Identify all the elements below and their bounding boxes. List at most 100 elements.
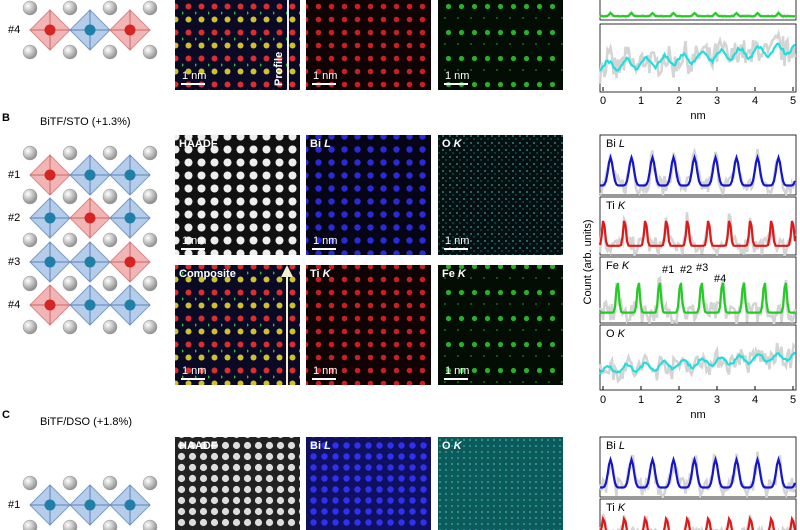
a-site-atom [62, 519, 78, 530]
panel-title-element: O [606, 328, 615, 340]
a-site-atom [102, 0, 118, 16]
peak-annotation: #2 [680, 264, 692, 276]
map-title: HAADF [179, 440, 218, 452]
plot-frame [599, 498, 797, 530]
a-site-atom [102, 188, 118, 204]
sample-label: BiTF/STO (+1.3%) [40, 116, 131, 128]
eds-map [438, 265, 563, 385]
eds-map [306, 437, 431, 530]
panel-title-line: K [622, 260, 630, 272]
map-title: O K [442, 440, 463, 452]
a-site-atom [62, 275, 78, 291]
b-site-atom [44, 169, 56, 181]
a-site-atom [142, 232, 158, 248]
a-site-atom [62, 232, 78, 248]
eds-map [175, 135, 300, 255]
a-site-atom [22, 145, 38, 161]
scale-label: 1 nm [445, 70, 469, 82]
map-title: O K [442, 138, 463, 150]
a-site-atom [22, 232, 38, 248]
b-site-atom [84, 256, 96, 268]
sample-label: BiTF/DSO (+1.8%) [40, 416, 132, 428]
a-site-atom [142, 188, 158, 204]
eds-map [175, 265, 300, 385]
map-title-element: O [442, 440, 451, 452]
map-title: Bi L [310, 138, 331, 150]
x-tick-label: 3 [714, 394, 720, 406]
scale-label: 1 nm [182, 70, 206, 82]
map-title-line: L [324, 440, 331, 452]
b-site-atom [84, 212, 96, 224]
scale-label: 1 nm [182, 365, 206, 377]
profile-curve [600, 455, 797, 489]
x-tick-label: 2 [676, 95, 682, 107]
panel-title-element: Fe [606, 260, 619, 272]
row-label: #4 [8, 24, 20, 36]
panel-title: Ti K [606, 200, 626, 212]
peak-annotation: #1 [662, 264, 674, 276]
a-site-atom [62, 319, 78, 335]
panel-title: O K [606, 328, 626, 340]
map-title: Fe K [442, 268, 467, 280]
panel-title-line: L [619, 138, 625, 150]
b-site-atom [124, 499, 136, 511]
profile-curve [599, 282, 795, 314]
x-tick-label: 0 [600, 95, 606, 107]
panel-title: Ti K [606, 502, 626, 514]
map-title-line: L [324, 138, 331, 150]
b-site-atom [124, 24, 136, 36]
x-tick-label: 4 [752, 394, 758, 406]
map-title-line: K [458, 268, 467, 280]
x-axis-label: nm [690, 409, 705, 421]
scale-label: 1 nm [445, 235, 469, 247]
panel-title: Bi L [606, 440, 625, 452]
scale-label: 1 nm [313, 365, 337, 377]
row-label: #1 [8, 499, 20, 511]
peak-annotation: #3 [696, 262, 708, 274]
peak-annotation: #4 [714, 273, 726, 285]
map-title-line: K [454, 440, 463, 452]
a-site-atom [22, 44, 38, 60]
panel-title-line: K [618, 502, 626, 514]
b-site-atom [44, 499, 56, 511]
profile-curve [599, 351, 796, 375]
x-tick-label: 5 [790, 394, 796, 406]
b-site-atom [44, 299, 56, 311]
a-site-atom [62, 475, 78, 491]
b-site-atom [44, 24, 56, 36]
row-label: #4 [8, 299, 20, 311]
b-site-atom [124, 299, 136, 311]
a-site-atom [62, 188, 78, 204]
x-tick-label: 1 [638, 95, 644, 107]
panel-title-element: Bi [606, 138, 616, 150]
map-title-line: K [454, 138, 463, 150]
eds-map [306, 0, 431, 90]
panel-title: Bi L [606, 138, 625, 150]
panel-title-element: Ti [606, 502, 615, 514]
a-site-atom [102, 319, 118, 335]
a-site-atom [142, 319, 158, 335]
eds-map [306, 265, 431, 385]
panel-title-line: K [618, 328, 626, 340]
scale-label: 1 nm [182, 235, 206, 247]
map-title: Composite [179, 268, 236, 280]
map-title: Bi L [310, 440, 331, 452]
profile-curve [598, 220, 797, 247]
panel-title-element: Ti [606, 200, 615, 212]
eds-map [438, 135, 563, 255]
b-site-atom [84, 499, 96, 511]
a-site-atom [102, 145, 118, 161]
a-site-atom [142, 44, 158, 60]
section-label: B [2, 112, 10, 124]
x-tick-label: 4 [752, 95, 758, 107]
map-title-element: Bi [310, 138, 321, 150]
x-tick-label: 5 [790, 95, 796, 107]
a-site-atom [62, 145, 78, 161]
a-site-atom [22, 275, 38, 291]
a-site-atom [22, 475, 38, 491]
a-site-atom [102, 44, 118, 60]
panel-title-element: Bi [606, 440, 616, 452]
profile-curve [599, 42, 796, 72]
a-site-atom [142, 519, 158, 530]
